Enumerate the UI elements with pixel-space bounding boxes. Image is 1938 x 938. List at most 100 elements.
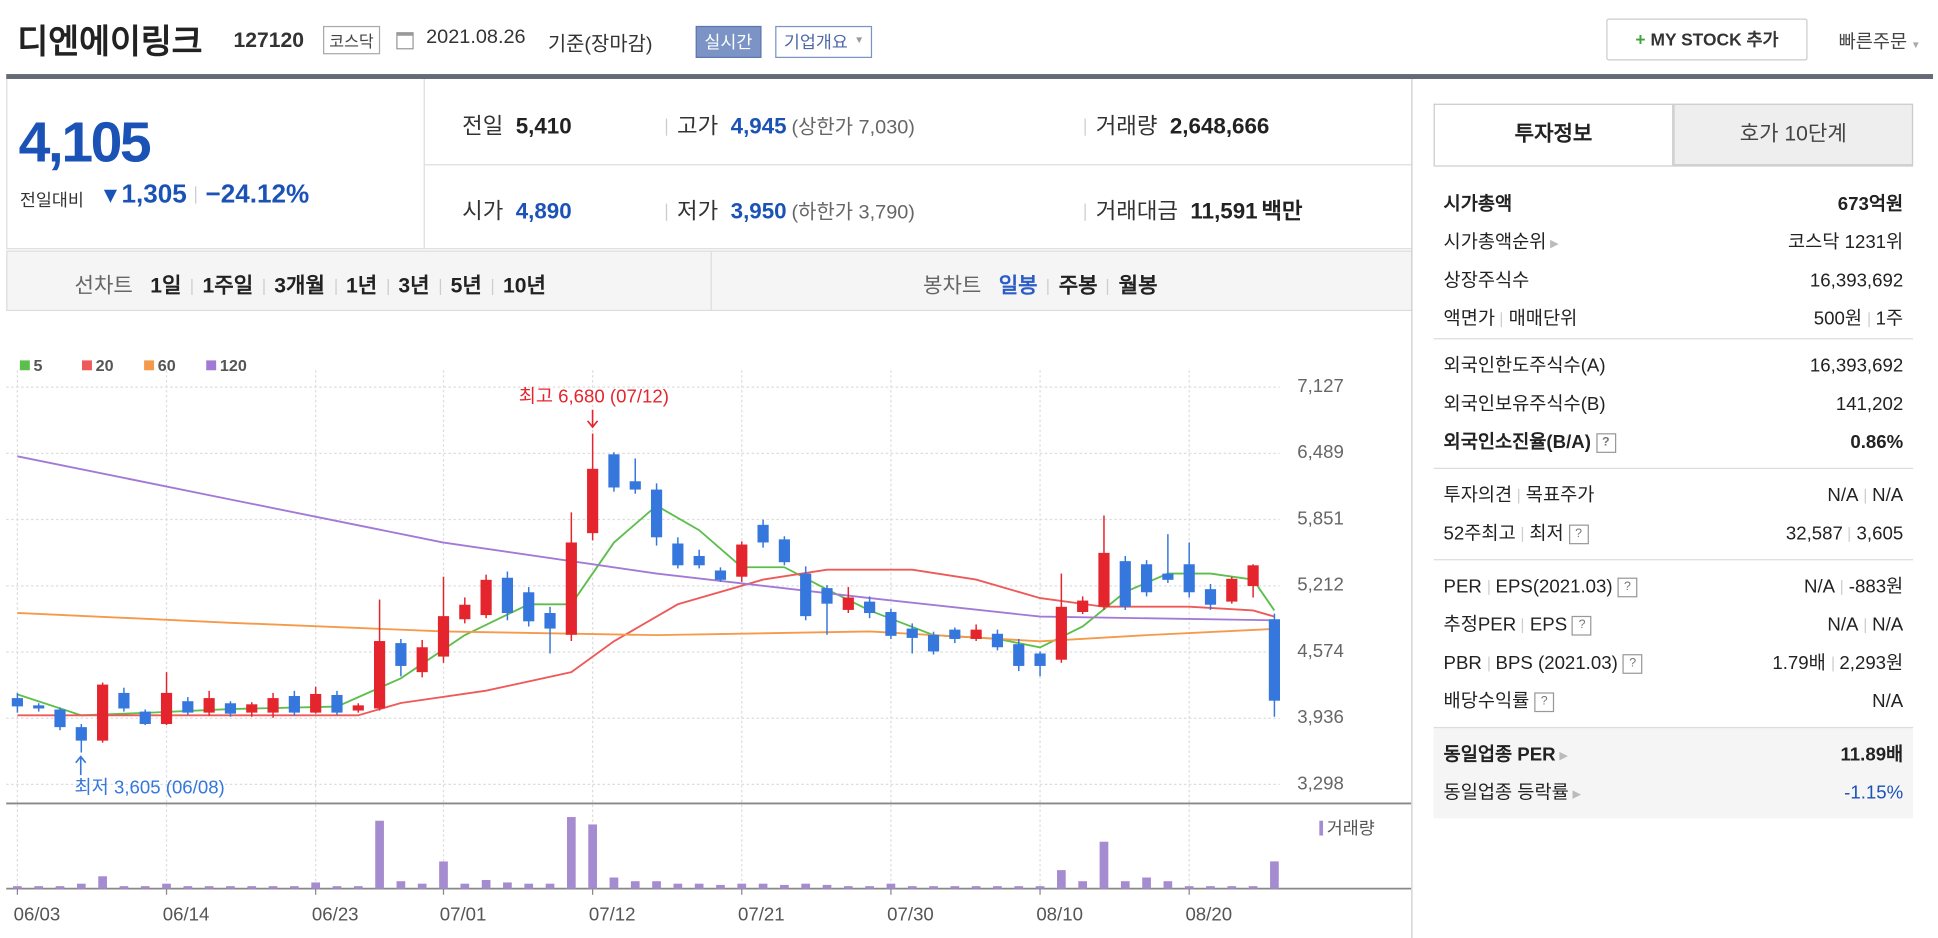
label-part: 52주최고 — [1443, 523, 1516, 545]
period-item[interactable]: 3년 — [398, 273, 430, 298]
value-part: 0.86% — [1850, 431, 1904, 453]
period-item[interactable]: 일봉 — [998, 273, 1038, 298]
candle-body — [1162, 573, 1174, 580]
candle-body — [629, 481, 641, 490]
x-tick-label: 07/12 — [589, 904, 636, 925]
volume-bar — [1099, 841, 1109, 889]
info-label: 시가총액 — [1444, 185, 1513, 223]
volume-bar — [993, 886, 1002, 889]
candle-body — [203, 698, 215, 713]
stat-extra: (하한가 3,790) — [791, 202, 915, 224]
volume-bar — [758, 883, 768, 889]
candle-body — [139, 711, 151, 725]
info-label: 상장주식수 — [1444, 262, 1530, 300]
stat-value: 4,890 — [515, 198, 572, 224]
volume-bar — [396, 881, 406, 889]
volume-bar — [652, 881, 661, 889]
candle-body — [331, 694, 343, 713]
candle-body — [991, 633, 1004, 648]
value-part: 코스닥 1231위 — [1787, 232, 1904, 254]
period-item[interactable]: 1일 — [150, 273, 182, 298]
info-group: 시가총액 673억원 시가총액순위 ▶ 코스닥 1231위 상장주식수 16,393,692… — [1434, 185, 1914, 338]
volume-bar — [290, 886, 299, 889]
info-row: 동일업종 등락률 ▶ -1.15% — [1434, 774, 1914, 812]
y-tick-label: 3,298 — [1297, 772, 1344, 793]
volume-bar — [375, 820, 384, 889]
candle-body — [373, 641, 386, 709]
info-value: 1.79배 2,293원 — [1772, 644, 1903, 682]
info-row: PBR BPS (2021.03)? 1.79배 2,293원 — [1434, 644, 1914, 682]
moving-average — [17, 455, 1275, 622]
candle-body — [224, 703, 237, 714]
label-part: 목표주가 — [1525, 485, 1595, 507]
mystock-button[interactable]: + MY STOCK 추가 — [1606, 18, 1808, 61]
period-item[interactable]: 3개월 — [274, 273, 325, 298]
divider — [1488, 656, 1490, 672]
stat-label: 거래량 — [1095, 113, 1158, 139]
volume-bar — [822, 884, 832, 889]
volume-bar — [119, 886, 129, 889]
candle-body — [182, 701, 194, 713]
period-item[interactable]: 1주일 — [202, 273, 254, 298]
candle-body — [11, 698, 23, 707]
divider — [1849, 527, 1851, 542]
company-button[interactable]: 기업개요 ▼ — [775, 25, 872, 59]
help-icon[interactable]: ? — [1572, 615, 1592, 636]
divider — [1521, 527, 1524, 542]
info-label: 외국인보유주식수(B) — [1444, 385, 1606, 423]
period-item[interactable]: 10년 — [502, 273, 546, 298]
down-triangle: ▼ — [99, 182, 122, 208]
divider — [665, 203, 668, 222]
help-icon[interactable]: ? — [1534, 692, 1555, 713]
quick-order[interactable]: 빠른주문 ▼ — [1839, 28, 1921, 54]
divider — [263, 278, 265, 295]
stat-value: 3,950 — [730, 198, 787, 224]
period-item[interactable]: 월봉 — [1118, 273, 1158, 298]
help-icon[interactable]: ? — [1622, 654, 1643, 674]
candle-body — [437, 616, 450, 657]
stats-panel — [424, 79, 1413, 250]
quick-order-text: 빠른주문 — [1838, 32, 1908, 54]
info-row: 52주최고 최저? 32,587 3,605 — [1434, 515, 1914, 553]
divider — [1868, 312, 1870, 328]
stat: 전일 5,410 — [462, 109, 572, 141]
stat-value: 5,410 — [515, 113, 572, 139]
period-item[interactable]: 5년 — [450, 273, 482, 298]
info-value: N/A — [1872, 683, 1903, 721]
volume-bar — [439, 861, 448, 889]
info-value: 16,393,692 — [1810, 262, 1903, 300]
volume-bar — [1035, 886, 1045, 889]
volume-bar — [268, 886, 278, 889]
label-part: 외국인소진율(B/A) — [1443, 431, 1591, 453]
period-item[interactable]: 1년 — [346, 273, 378, 298]
volume-bar — [566, 817, 576, 889]
value-part: 1주 — [1875, 308, 1904, 330]
period-item[interactable]: 주봉 — [1058, 273, 1098, 298]
divider — [1047, 278, 1049, 295]
tab[interactable]: 호가 10단계 — [1673, 103, 1914, 166]
label-part: 매매단위 — [1508, 308, 1578, 330]
candle-body — [1034, 653, 1046, 666]
info-label: 배당수익률? — [1444, 683, 1555, 721]
low-arrow — [75, 755, 87, 776]
info-row: 추정PER EPS? N/A N/A — [1434, 606, 1914, 644]
realtime-button[interactable]: 실시간 — [695, 25, 762, 59]
candle-body — [1226, 578, 1238, 602]
candle-body — [1013, 644, 1025, 666]
help-icon[interactable]: ? — [1568, 524, 1589, 545]
value-part: 11.89배 — [1840, 744, 1904, 766]
candle-body — [1247, 565, 1259, 587]
dropdown-arrow: ▼ — [1910, 39, 1921, 51]
candle-body — [842, 597, 854, 610]
info-label: 동일업종 PER ▶ — [1444, 736, 1568, 775]
divider — [191, 278, 193, 295]
volume-bar — [503, 882, 512, 889]
tab-active[interactable]: 투자정보 — [1433, 103, 1674, 166]
label-part: 배당수익률 — [1443, 691, 1530, 713]
help-icon[interactable]: ? — [1617, 577, 1638, 598]
legend-label: 5 — [34, 357, 43, 375]
candle-body — [800, 573, 812, 617]
candle-items: 일봉 주봉 월봉 — [999, 274, 1158, 297]
help-icon[interactable]: ? — [1595, 433, 1616, 453]
